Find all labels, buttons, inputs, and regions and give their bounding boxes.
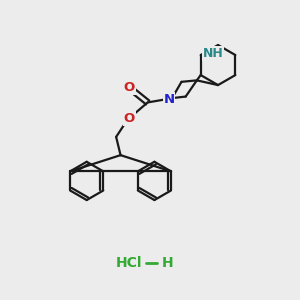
Text: N: N (163, 93, 174, 106)
Text: H: H (161, 256, 173, 270)
Text: O: O (124, 112, 135, 125)
Text: NH: NH (203, 47, 224, 60)
Text: HCl: HCl (116, 256, 142, 270)
Text: O: O (124, 81, 135, 94)
